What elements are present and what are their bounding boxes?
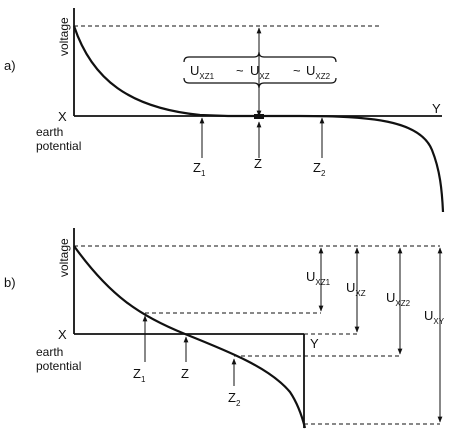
panel-a-voltage-label: voltage [57,17,71,56]
panel-a-tilde-1: ~ [236,63,244,78]
panel-a-tilde-2: ~ [293,63,301,78]
panel-b-u-xz-label: UXZ [346,280,366,298]
panel-b-x-label: X [58,327,67,342]
panel-b-y-label: Y [310,336,319,351]
panel-a-bracket-top [183,51,337,63]
panel-a-y-label: Y [432,101,441,116]
panel-a-bracket-bottom [183,77,337,89]
panel-a-tag: a) [4,58,16,73]
panel-a-x-label: X [58,109,67,124]
panel-b-z1-label: Z1 [133,366,146,384]
panel-b-potential-label: potential [36,359,81,373]
panel-b-tag: b) [4,275,16,290]
panel-a-earth-label: earth [36,125,63,139]
panel-a-u-xz2-label: UXZ2 [306,63,331,81]
panel-b-z-label: Z [181,366,189,381]
panel-b: b) voltage X Y earth potential Z1 Z Z2 [4,228,445,429]
panel-b-z2-label: Z2 [228,390,241,408]
panel-b-u-xz1-label: UXZ1 [306,269,331,287]
panel-b-u-xz2-label: UXZ2 [386,290,411,308]
panel-a: a) voltage X Y earth potential Z1 Z Z2 U… [4,8,445,213]
panel-a-u-xz1-label: UXZ1 [190,63,215,81]
panel-a-u-xz-label: UXZ [250,63,270,81]
panel-b-voltage-curve [73,245,307,429]
panel-b-voltage-label: voltage [57,238,71,277]
panel-a-z1-label: Z1 [193,160,206,178]
panel-a-z-label: Z [254,156,262,171]
panel-a-voltage-curve [72,25,445,213]
panel-a-potential-label: potential [36,139,81,153]
panel-b-earth-label: earth [36,345,63,359]
panel-a-z2-label: Z2 [313,160,326,178]
panel-b-u-xy-label: UXY [424,308,445,326]
